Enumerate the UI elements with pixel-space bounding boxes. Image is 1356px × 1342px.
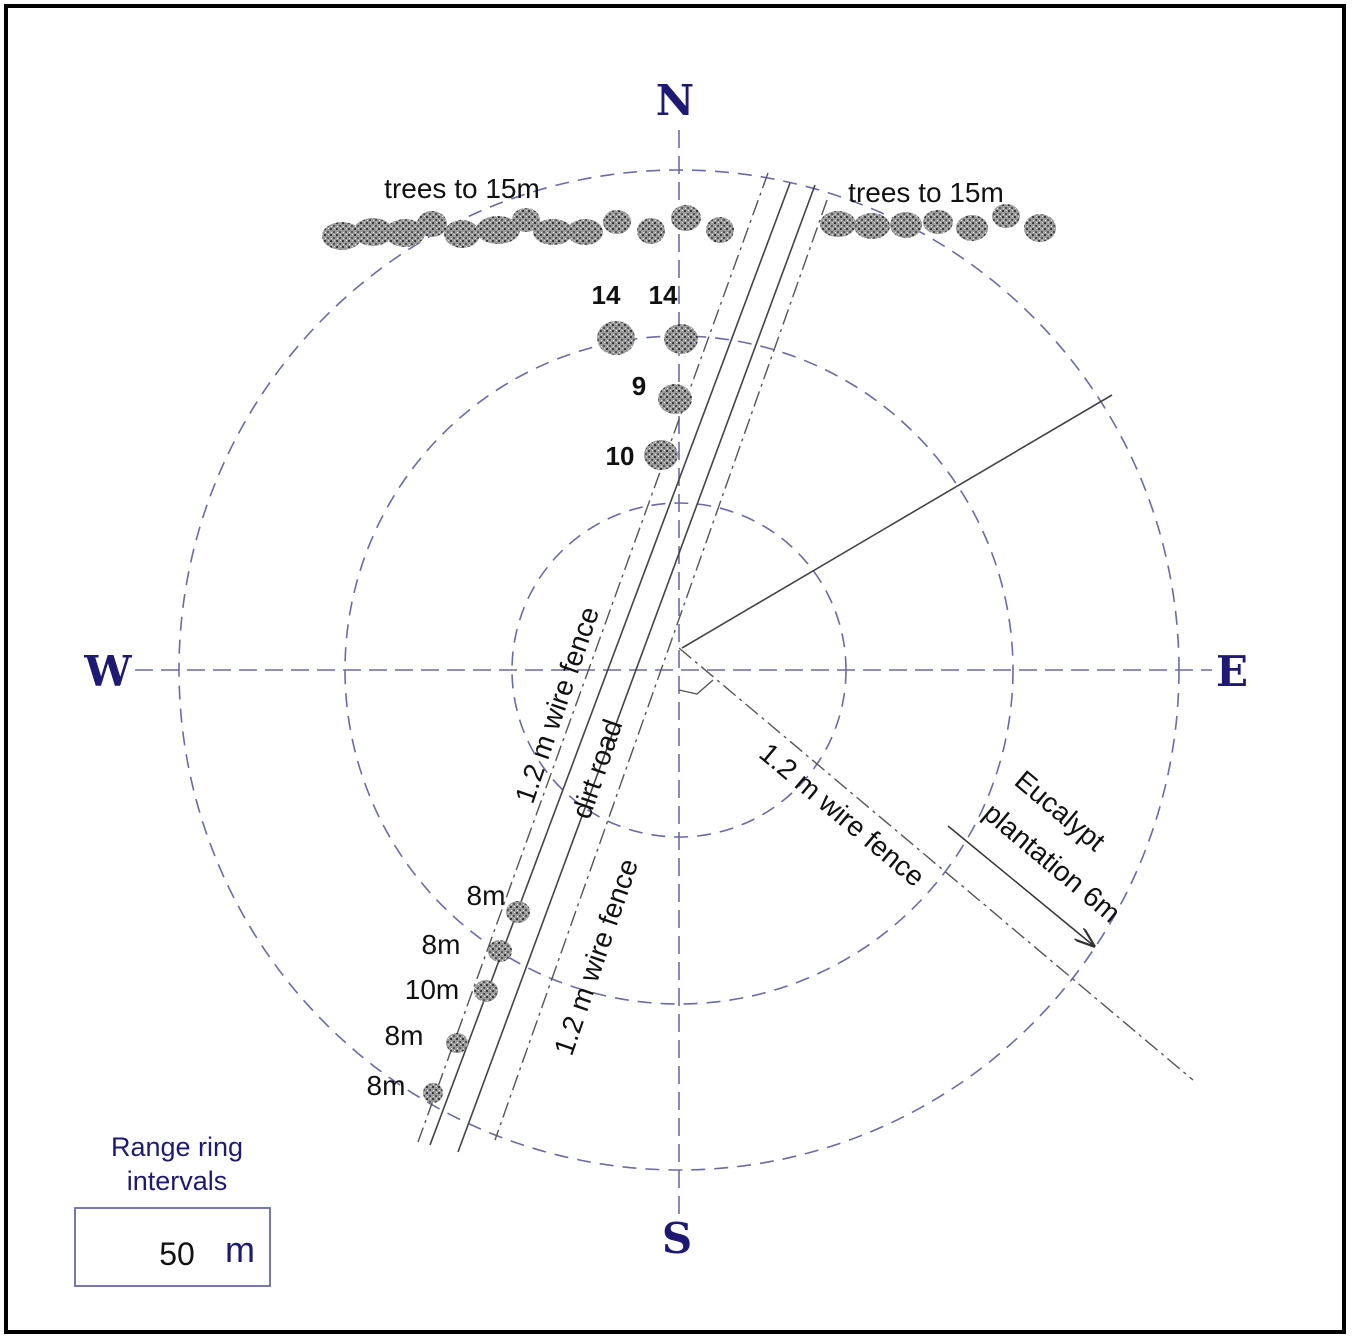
tree-icon: [423, 1083, 443, 1103]
road-label: dirt road: [566, 715, 629, 822]
tree-icon: [658, 384, 692, 414]
tree-height-label: 8m: [467, 880, 506, 911]
tree-icon: [488, 940, 512, 962]
tree-icon: [322, 222, 362, 250]
compass-north: N: [656, 76, 694, 125]
tree-icon: [706, 217, 734, 243]
tree-icon: [644, 440, 678, 470]
tree-icon: [664, 324, 698, 354]
compass-south: S: [662, 1214, 692, 1263]
tree-height-label: 10: [606, 441, 635, 471]
tree-icon: [956, 215, 988, 241]
bearing-line: [681, 394, 1113, 649]
legend-box: [74, 1207, 271, 1287]
tree-icon: [353, 218, 393, 246]
fence-southeast-label: 1.2 m wire fence: [753, 737, 930, 893]
fence-west-line: [417, 172, 769, 1143]
trees-label-east: trees to 15m: [848, 177, 1004, 208]
tree-height-label: 8m: [422, 929, 461, 960]
tree-icon: [444, 220, 480, 248]
compass-west: W: [83, 647, 132, 696]
legend-title-line2: intervals: [127, 1166, 228, 1196]
tree-row-north-west: [322, 205, 734, 250]
tree-height-label: 10m: [405, 974, 459, 1005]
road-edge-east: [457, 184, 816, 1153]
right-angle-marker: [678, 679, 714, 695]
tree-icon: [1024, 214, 1056, 242]
tree-icon: [603, 210, 631, 234]
legend-unit: m: [225, 1229, 255, 1270]
tree-icon: [567, 219, 603, 245]
tree-icon: [992, 204, 1020, 228]
tree-icon: [506, 901, 530, 923]
tree-height-label: 8m: [385, 1020, 424, 1051]
fence-east-label: 1.2 m wire fence: [548, 855, 644, 1059]
tree-icon: [671, 205, 701, 231]
legend-value: 50: [159, 1236, 195, 1272]
tree-icon: [474, 980, 498, 1002]
tree-icon: [417, 211, 447, 237]
range-ring-2: [344, 335, 1014, 1005]
tree-icon: [446, 1033, 468, 1053]
tree-icon: [512, 208, 540, 232]
plantation-arrow: [947, 825, 1094, 946]
tree-height-label: 9: [632, 371, 646, 401]
legend-title-line1: Range ring: [111, 1132, 243, 1162]
tree-icon: [385, 219, 425, 247]
fence-southeast-line: [678, 647, 1194, 1081]
tree-icon: [820, 211, 856, 237]
tree-icon: [533, 219, 573, 245]
tree-height-label: 8m: [367, 1070, 406, 1101]
tree-icon: [597, 321, 635, 355]
tree-icon: [890, 212, 922, 238]
tree-height-label: 14: [649, 280, 678, 310]
compass-east: E: [1216, 647, 1248, 696]
trees-label-west: trees to 15m: [384, 173, 540, 204]
fence-east-line: [494, 199, 828, 1141]
tree-row-north-east: [820, 204, 1056, 242]
tree-icon: [637, 218, 665, 244]
tree-icon: [923, 210, 953, 234]
tree-icon: [476, 216, 520, 244]
tree-icon: [854, 213, 890, 239]
tree-height-label: 14: [592, 280, 621, 310]
